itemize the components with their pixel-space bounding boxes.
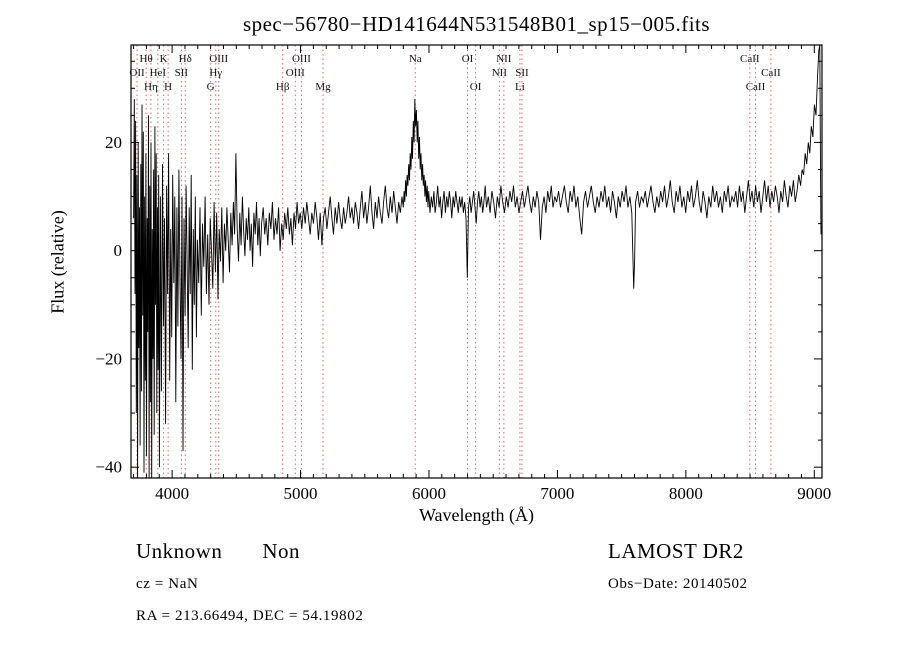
x-tick-label: 7000 [540,484,574,503]
cz-value: cz = NaN [136,576,199,592]
spectral-marker-label: Hγ [209,67,222,79]
spectral-marker-label: Hη [144,81,158,93]
y-tick-label: 0 [114,241,123,260]
spectral-marker-label: OIII [209,53,228,65]
spectral-marker-label: OIII [286,67,305,79]
y-tick-label: 20 [105,133,122,152]
classification-row: Unknown Non [136,539,300,564]
spectral-marker-label: NII [492,67,508,79]
spectral-marker-label: SII [175,67,189,79]
spectral-marker-label: OI [470,81,482,93]
spectral-marker-label: CaII [761,67,781,79]
spectral-marker-label: Hθ [140,53,153,65]
subclass-label: Non [262,539,301,563]
spectral-marker-label: OII [129,67,145,79]
x-tick-label: 5000 [284,484,318,503]
survey-label: LAMOST DR2 [608,539,744,563]
spectral-marker-label: CaII [746,81,766,93]
spectral-marker-label: K [160,53,168,65]
x-tick-label: 9000 [797,484,831,503]
spectral-marker-label: OI [462,53,474,65]
x-tick-label: 4000 [155,484,189,503]
spectral-marker-label: NII [496,53,512,65]
spectral-marker-label: CaII [740,53,760,65]
obs-date: Obs−Date: 20140502 [608,576,748,592]
y-axis-label: Flux (relative) [47,210,68,314]
ra-dec-value: RA = 213.66494, DEC = 54.19802 [136,608,364,624]
x-tick-label: 6000 [412,484,446,503]
y-tick-label: −20 [95,349,122,368]
spectral-marker-label: Na [409,53,422,65]
y-tick-label: −40 [95,458,122,477]
spectral-marker-label: HeI [150,67,167,79]
page-title: spec−56780−HD141644N531548B01_sp15−005.f… [242,12,711,36]
spectral-marker-label: Hβ [276,81,290,93]
class-label: Unknown [136,539,223,563]
x-tick-label: 8000 [669,484,703,503]
spectral-marker-label: OIII [292,53,311,65]
spectral-marker-label: H [164,81,172,93]
spectral-marker-label: G [207,81,215,93]
plot-frame [130,44,823,479]
spectrum-polyline [133,45,822,478]
spectral-marker-label: Li [515,81,525,93]
spectral-marker-label: Hδ [179,53,192,65]
spectral-marker-label: Mg [315,81,331,93]
x-axis-label: Wavelength (Å) [418,505,534,525]
spectral-marker-label: SII [515,67,529,79]
